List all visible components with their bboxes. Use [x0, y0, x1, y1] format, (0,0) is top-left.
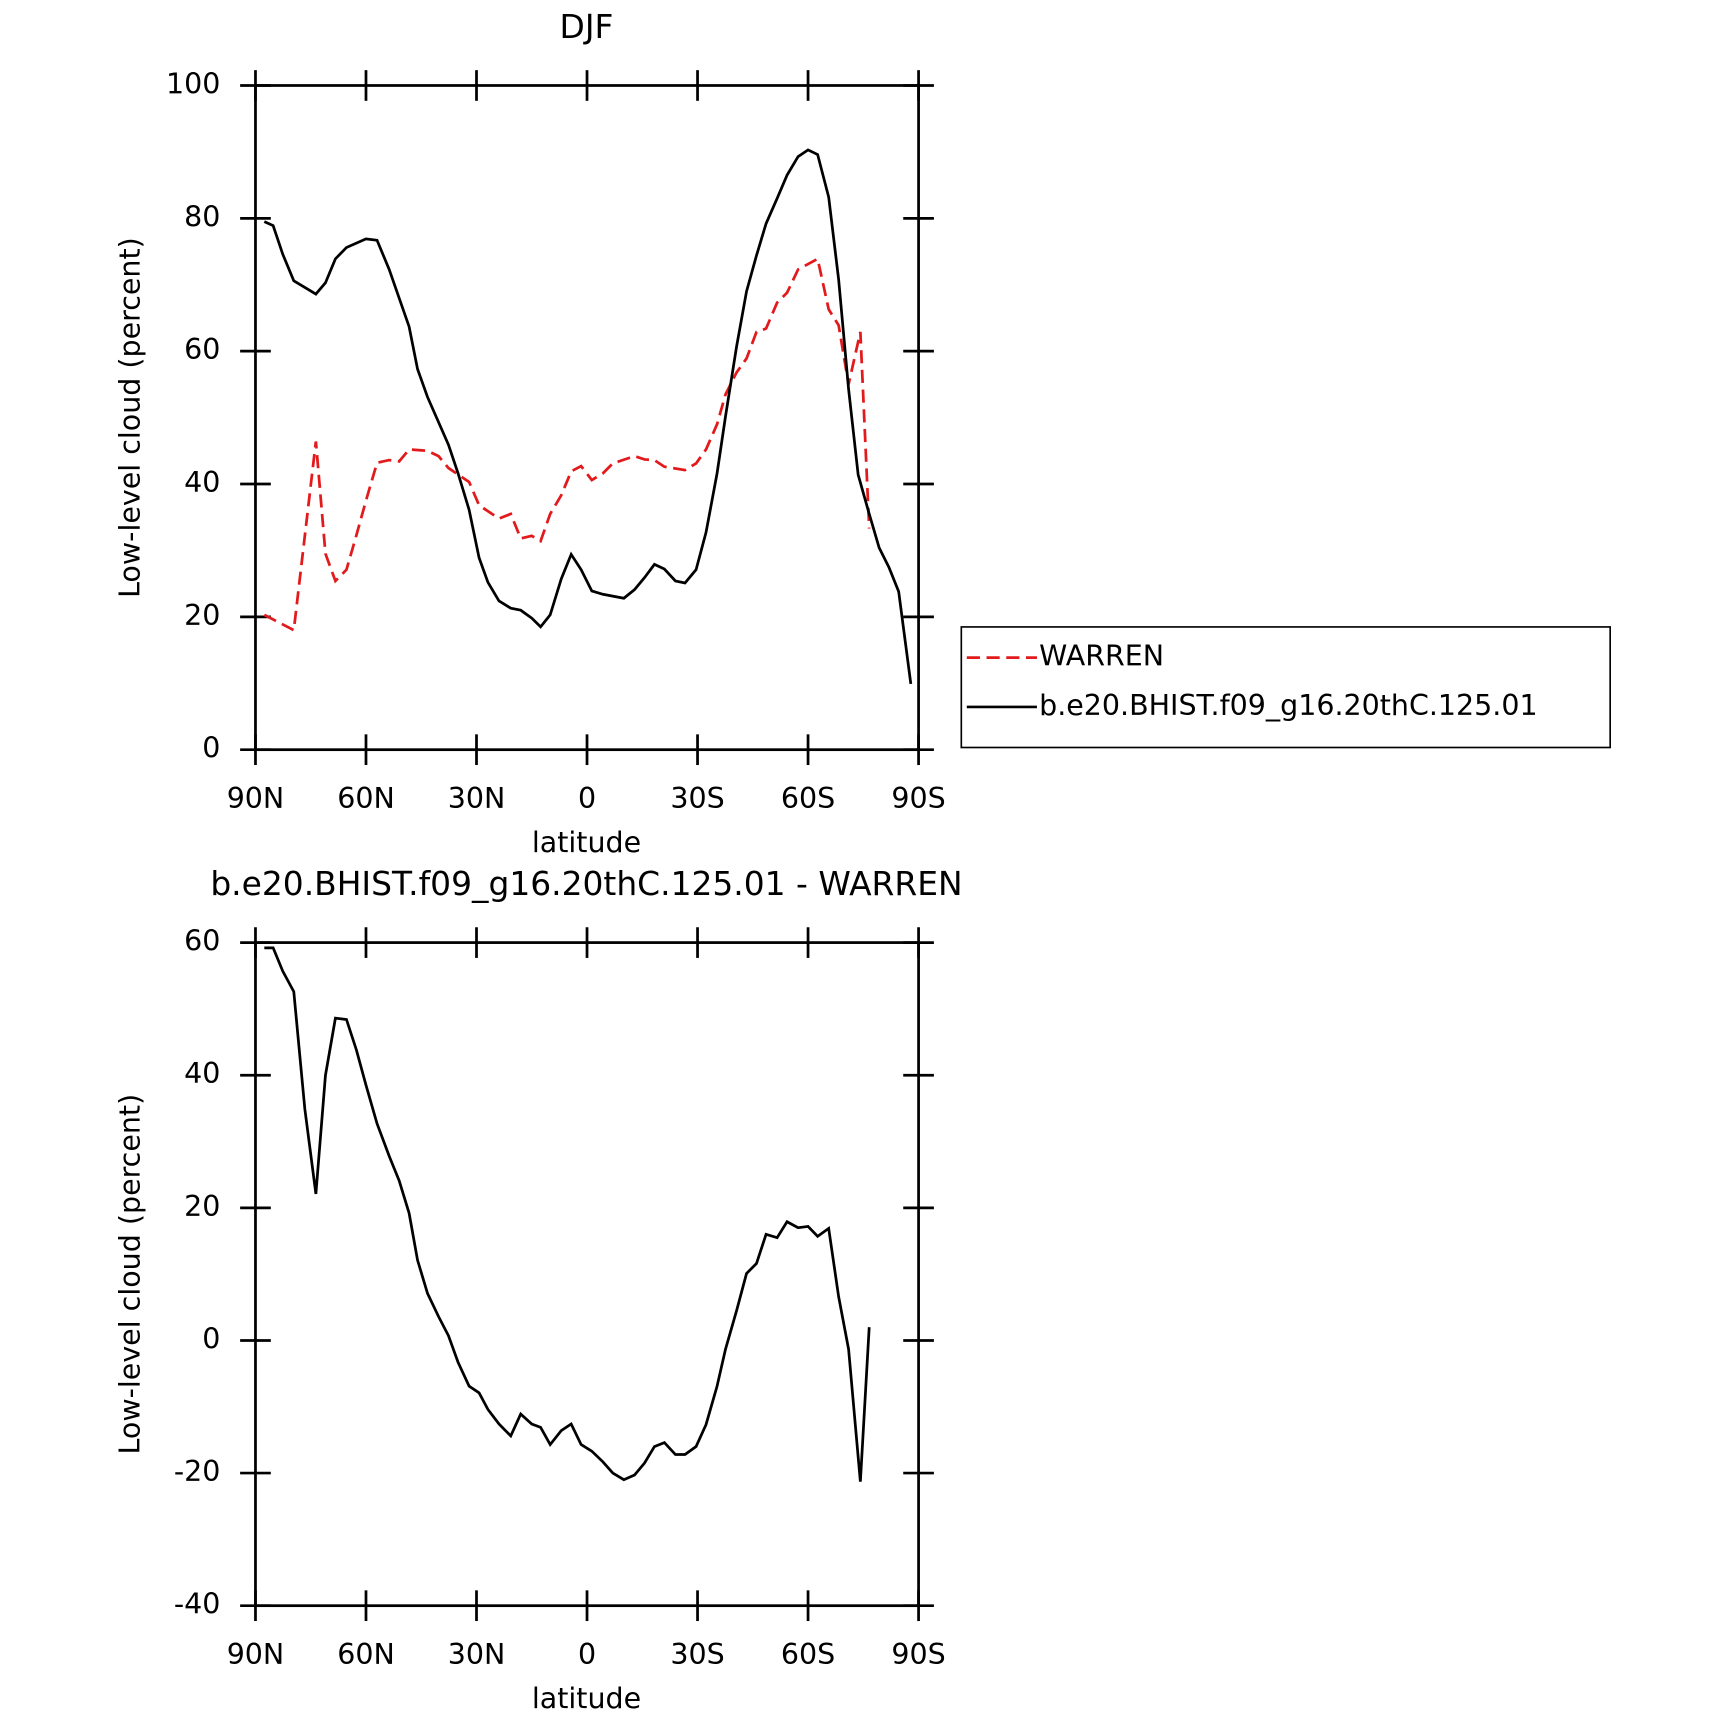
y-tick-label: 60	[184, 333, 220, 366]
y-tick-label: 0	[202, 732, 220, 765]
y-tick-label: -40	[174, 1588, 221, 1621]
x-tick-label: 60N	[337, 782, 395, 815]
y-tick-label: 60	[184, 925, 220, 958]
legend-label: b.e20.BHIST.f09_g16.20thC.125.01	[1039, 689, 1537, 722]
y-tick-label: 100	[166, 67, 220, 100]
data-line	[264, 946, 871, 1482]
x-tick-label: 0	[578, 1638, 596, 1671]
x-tick-label: 30S	[670, 782, 724, 815]
y-tick-label: 40	[184, 1057, 220, 1090]
data-line	[263, 256, 871, 633]
x-tick-label: 30N	[448, 1638, 506, 1671]
x-tick-label: 90N	[227, 782, 285, 815]
y-tick-label: 80	[184, 200, 220, 233]
legend-label: WARREN	[1039, 640, 1164, 673]
legend-box	[960, 626, 1611, 749]
y-tick-label: 40	[184, 466, 220, 499]
y-tick-label: 20	[184, 599, 220, 632]
y-axis-label: Low-level cloud (percent)	[114, 237, 147, 598]
x-tick-label: 0	[578, 782, 596, 815]
plot-frame	[254, 84, 920, 752]
y-tick-label: 0	[202, 1322, 220, 1355]
chart-title: DJF	[560, 7, 614, 46]
plot-frame	[254, 941, 920, 1608]
data-line	[263, 148, 913, 685]
y-tick-label: -20	[174, 1455, 221, 1488]
x-tick-label: 30S	[670, 1638, 724, 1671]
x-tick-label: 90S	[891, 782, 945, 815]
y-tick-label: 20	[184, 1190, 220, 1223]
x-tick-label: 90N	[227, 1638, 285, 1671]
x-tick-label: 60S	[781, 782, 835, 815]
x-tick-label: 30N	[448, 782, 506, 815]
x-axis-label: latitude	[532, 1682, 641, 1712]
x-axis-label: latitude	[532, 826, 641, 859]
x-tick-label: 60S	[781, 1638, 835, 1671]
x-tick-label: 60N	[337, 1638, 395, 1671]
y-axis-label: Low-level cloud (percent)	[114, 1094, 147, 1455]
x-tick-label: 90S	[891, 1638, 945, 1671]
chart-title: b.e20.BHIST.f09_g16.20thC.125.01 - WARRE…	[210, 864, 962, 903]
